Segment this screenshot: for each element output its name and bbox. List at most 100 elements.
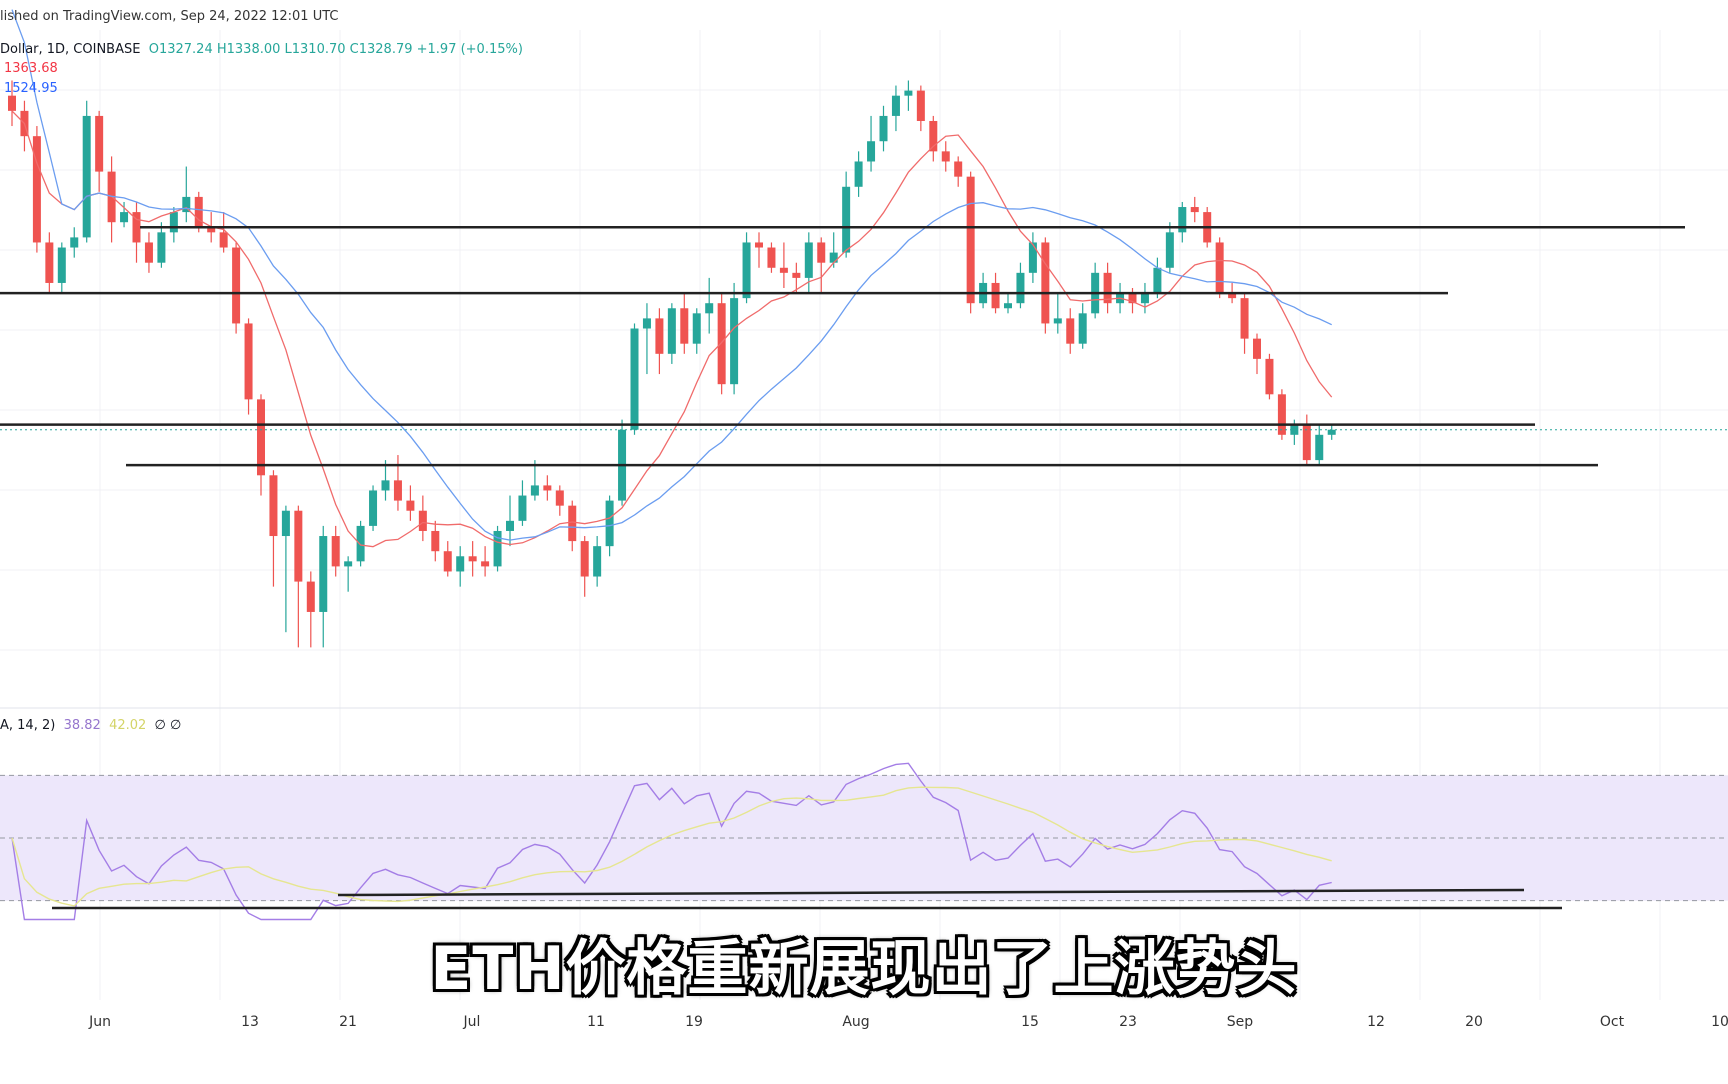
candle-body xyxy=(605,500,614,547)
candle-body xyxy=(1240,298,1249,339)
candle-body xyxy=(506,520,514,531)
subtitle-caption: ETH价格重新展现出了上涨势头 xyxy=(430,934,1298,1004)
rsi-legend: A, 14, 2) 38.82 42.02 ∅ ∅ xyxy=(0,718,181,733)
candle-body xyxy=(593,546,602,577)
candle-body xyxy=(1016,272,1025,304)
candle-body xyxy=(916,90,925,121)
candle-body xyxy=(966,176,975,304)
candle-body xyxy=(817,242,826,263)
candle-body xyxy=(842,186,851,253)
candle-body xyxy=(667,308,676,354)
candle-body xyxy=(991,282,1000,309)
candle-body xyxy=(779,267,788,273)
candle-body xyxy=(1290,424,1299,435)
candle-body xyxy=(954,161,963,177)
ma-fast-value: 1363.68 xyxy=(4,61,58,76)
candle-body xyxy=(1315,434,1324,461)
candle-body xyxy=(755,242,763,248)
candle-body xyxy=(232,247,241,324)
candle-body xyxy=(1277,394,1286,435)
candle-body xyxy=(1066,318,1075,344)
candle-body xyxy=(356,525,365,562)
candle-body xyxy=(32,136,41,243)
candle-body xyxy=(381,480,390,491)
x-tick-label: 13 xyxy=(241,1014,259,1030)
x-tick-label: 10 xyxy=(1711,1014,1728,1030)
symbol-info: Dollar, 1D, COINBASE O1327.24 H1338.00 L… xyxy=(0,42,523,57)
candle-body xyxy=(829,252,838,263)
candle-body xyxy=(344,561,353,567)
candle-body xyxy=(1078,313,1087,344)
candle-body xyxy=(891,95,900,116)
candle-body xyxy=(568,505,577,542)
candle-body xyxy=(655,318,664,354)
candle-body xyxy=(269,475,278,537)
candle-body xyxy=(692,313,701,344)
x-tick-label: 23 xyxy=(1119,1014,1137,1030)
x-tick-label: Jul xyxy=(463,1014,481,1030)
published-info: lished on TradingView.com, Sep 24, 2022 … xyxy=(0,9,339,24)
ma-slow-value: 1524.95 xyxy=(4,81,58,96)
x-tick-label: 20 xyxy=(1465,1014,1483,1030)
candle-body xyxy=(1128,293,1137,304)
ma-slow-line xyxy=(11,9,1332,541)
candle-body xyxy=(767,247,776,268)
candle-body xyxy=(680,308,689,344)
rsi-value: 38.82 xyxy=(63,718,101,733)
x-tick-label: Oct xyxy=(1600,1014,1625,1030)
candle-body xyxy=(132,212,141,243)
candle-body xyxy=(406,500,415,511)
candle-body xyxy=(1302,424,1311,461)
candle-body xyxy=(57,247,66,283)
candle-body xyxy=(319,536,328,612)
candle-body xyxy=(1153,267,1162,294)
candle-body xyxy=(306,581,315,612)
candle-body xyxy=(70,237,79,248)
candle-body xyxy=(792,272,801,278)
candle-body xyxy=(804,242,813,278)
candle-body xyxy=(543,485,552,491)
candle-body xyxy=(1103,272,1112,304)
candle-body xyxy=(294,510,303,582)
candle-body xyxy=(468,556,477,562)
candle-body xyxy=(642,318,651,329)
candle-body xyxy=(705,303,714,314)
candle-body xyxy=(257,399,265,476)
candle-body xyxy=(194,196,203,228)
candle-body xyxy=(207,227,216,233)
candle-body xyxy=(1053,318,1062,324)
rsi-ma-value: 42.02 xyxy=(109,718,147,733)
candle-body xyxy=(182,196,191,213)
candle-body xyxy=(493,530,502,567)
candle-body xyxy=(157,232,166,263)
candle-body xyxy=(169,212,178,233)
candle-body xyxy=(393,480,402,501)
x-tick-label: Aug xyxy=(842,1014,869,1030)
candle-body xyxy=(82,115,91,238)
candle-body xyxy=(1041,242,1050,324)
candle-body xyxy=(730,298,739,385)
candle-body xyxy=(518,495,527,521)
candle-body xyxy=(1253,338,1261,359)
x-tick-label: 12 xyxy=(1367,1014,1385,1030)
x-tick-label: 19 xyxy=(685,1014,703,1030)
x-tick-label: 21 xyxy=(339,1014,357,1030)
candle-body xyxy=(879,115,888,142)
x-tick-label: 15 xyxy=(1021,1014,1039,1030)
candle-body xyxy=(904,90,913,96)
candle-body xyxy=(742,242,751,299)
candle-body xyxy=(1028,242,1037,273)
ma-fast-line xyxy=(11,110,1333,548)
candle-body xyxy=(1327,429,1336,435)
candle-body xyxy=(120,212,129,223)
candle-body xyxy=(1228,293,1237,299)
ohlc-values: O1327.24 H1338.00 L1310.70 C1328.79 +1.9… xyxy=(148,42,523,57)
symbol-prefix: Dollar, 1D, COINBASE xyxy=(0,42,141,57)
rsi-extra: ∅ ∅ xyxy=(154,718,182,733)
candle-body xyxy=(481,561,490,567)
candle-body xyxy=(8,95,16,111)
candle-body xyxy=(443,551,452,572)
candle-body xyxy=(418,510,427,531)
candle-body xyxy=(1178,207,1187,233)
x-tick-label: Jun xyxy=(88,1014,111,1030)
